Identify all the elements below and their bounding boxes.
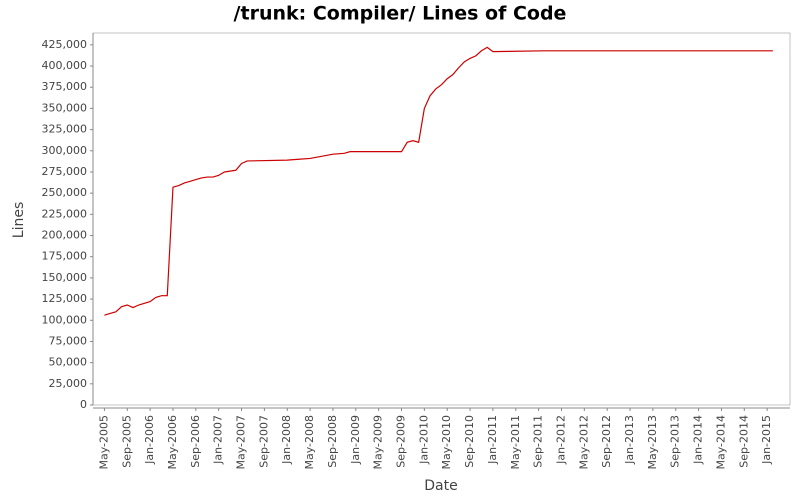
y-tick-label: 300,000 bbox=[42, 144, 88, 157]
x-tick-label: Jan-2015 bbox=[760, 415, 773, 465]
y-tick-label: 250,000 bbox=[42, 186, 88, 199]
x-tick-label: May-2008 bbox=[303, 415, 316, 470]
x-tick-label: Jan-2013 bbox=[623, 415, 636, 465]
x-tick-label: Sep-2005 bbox=[120, 415, 133, 468]
x-tick-label: May-2006 bbox=[166, 415, 179, 470]
y-tick-label: 175,000 bbox=[42, 250, 88, 263]
x-tick-label: May-2014 bbox=[714, 415, 727, 470]
y-tick-label: 325,000 bbox=[42, 123, 88, 136]
y-tick-label: 25,000 bbox=[49, 377, 88, 390]
x-tick-label: May-2005 bbox=[97, 415, 110, 470]
x-tick-label: Sep-2010 bbox=[463, 415, 476, 468]
x-tick-label: Jan-2014 bbox=[692, 415, 705, 465]
x-tick-label: May-2009 bbox=[372, 415, 385, 470]
y-tick-label: 50,000 bbox=[49, 356, 88, 369]
y-tick-label: 100,000 bbox=[42, 313, 88, 326]
x-tick-label: Sep-2014 bbox=[737, 415, 750, 468]
x-tick-label: Sep-2013 bbox=[669, 415, 682, 468]
x-tick-label: Sep-2011 bbox=[532, 415, 545, 468]
x-tick-label: Jan-2006 bbox=[143, 415, 156, 465]
x-tick-label: Sep-2007 bbox=[257, 415, 270, 468]
y-tick-label: 200,000 bbox=[42, 229, 88, 242]
x-tick-label: Sep-2008 bbox=[326, 415, 339, 468]
x-tick-label: May-2012 bbox=[577, 415, 590, 470]
x-tick-label: May-2013 bbox=[646, 415, 659, 470]
x-tick-label: Sep-2009 bbox=[395, 415, 408, 468]
x-tick-label: Jan-2008 bbox=[280, 415, 293, 465]
y-tick-label: 125,000 bbox=[42, 292, 88, 305]
plot-area bbox=[92, 32, 791, 406]
y-tick-label: 75,000 bbox=[49, 334, 88, 347]
x-axis-title: Date bbox=[424, 478, 457, 494]
x-tick-label: Jan-2010 bbox=[417, 415, 430, 465]
y-tick-label: 150,000 bbox=[42, 271, 88, 284]
x-tick-label: Jan-2012 bbox=[554, 415, 567, 465]
y-tick-label: 350,000 bbox=[42, 101, 88, 114]
x-tick-label: May-2007 bbox=[235, 415, 248, 470]
x-tick-label: Jan-2009 bbox=[349, 415, 362, 465]
y-tick-label: 400,000 bbox=[42, 59, 88, 72]
x-tick-label: Sep-2006 bbox=[189, 415, 202, 468]
y-tick-label: 0 bbox=[80, 398, 87, 411]
x-tick-label: May-2011 bbox=[509, 415, 522, 470]
x-tick-label: Jan-2007 bbox=[212, 415, 225, 465]
data-line bbox=[104, 46, 773, 316]
y-axis-title: Lines bbox=[11, 202, 27, 238]
y-tick-label: 375,000 bbox=[42, 80, 88, 93]
y-tick-label: 275,000 bbox=[42, 165, 88, 178]
x-tick-label: Sep-2012 bbox=[600, 415, 613, 468]
y-tick-label: 425,000 bbox=[42, 38, 88, 51]
x-tick-label: Jan-2011 bbox=[486, 415, 499, 465]
y-tick-label: 225,000 bbox=[42, 207, 88, 220]
chart-title: /trunk: Compiler/ Lines of Code bbox=[234, 3, 567, 25]
x-tick-label: May-2010 bbox=[440, 415, 453, 470]
